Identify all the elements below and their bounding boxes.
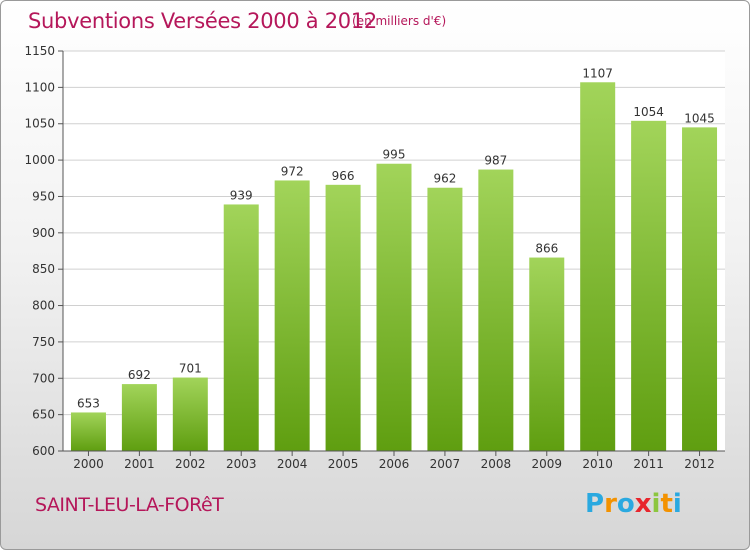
bar-2007: [427, 187, 463, 451]
proxiti-logo: Proxiti: [585, 489, 682, 519]
data-label: 966: [332, 169, 355, 183]
x-tick-label: 2001: [124, 457, 155, 471]
bar-2010: [580, 82, 616, 451]
logo-letter: t: [660, 489, 673, 519]
city-name: SAINT-LEU-LA-FORêT: [35, 494, 224, 516]
x-tick-label: 2007: [430, 457, 461, 471]
y-tick-label: 650: [32, 408, 55, 422]
logo-letter: x: [634, 489, 652, 519]
y-tick-label: 750: [32, 335, 55, 349]
x-tick-label: 2012: [684, 457, 715, 471]
y-tick-label: 950: [32, 189, 55, 203]
x-tick-label: 2010: [582, 457, 613, 471]
bar-2001: [121, 384, 157, 451]
x-tick-label: 2000: [73, 457, 104, 471]
data-label: 866: [535, 242, 558, 256]
data-label: 653: [77, 396, 100, 410]
data-label: 1045: [684, 111, 715, 125]
x-tick-label: 2008: [481, 457, 512, 471]
logo-letter: r: [604, 489, 617, 519]
logo-letter: i: [651, 489, 661, 519]
bar-2012: [682, 127, 718, 451]
data-label: 692: [128, 368, 151, 382]
x-tick-label: 2002: [175, 457, 206, 471]
bar-2009: [529, 257, 565, 451]
bar-2003: [223, 204, 259, 451]
x-tick-label: 2009: [531, 457, 562, 471]
chart-title: Subventions Versées 2000 à 2012: [28, 9, 377, 33]
bar-2011: [631, 120, 667, 452]
data-label: 962: [433, 172, 456, 186]
y-tick-label: 850: [32, 262, 55, 276]
y-tick-label: 1050: [24, 117, 55, 131]
data-label: 987: [484, 154, 507, 168]
bar-2005: [325, 184, 361, 451]
data-label: 701: [179, 362, 202, 376]
x-tick-label: 2003: [226, 457, 257, 471]
x-tick-label: 2006: [379, 457, 410, 471]
y-tick-label: 1100: [24, 80, 55, 94]
x-tick-label: 2011: [633, 457, 664, 471]
bar-2008: [478, 169, 514, 451]
bar-2002: [172, 377, 208, 451]
y-tick-label: 600: [32, 444, 55, 458]
bar-2000: [70, 412, 106, 451]
y-tick-label: 1150: [24, 44, 55, 58]
data-label: 1107: [582, 66, 613, 80]
x-tick-label: 2004: [277, 457, 308, 471]
logo-letter: P: [585, 489, 605, 519]
logo-letter: o: [616, 489, 635, 519]
y-tick-label: 1000: [24, 153, 55, 167]
x-tick-label: 2005: [328, 457, 359, 471]
unit-label: (en milliers d'€): [352, 14, 447, 28]
y-tick-label: 700: [32, 371, 55, 385]
data-label: 1054: [633, 105, 664, 119]
y-tick-label: 900: [32, 226, 55, 240]
bar-2006: [376, 163, 412, 451]
data-label: 995: [383, 148, 406, 162]
bar-2004: [274, 180, 310, 452]
y-tick-label: 800: [32, 299, 55, 313]
data-label: 939: [230, 188, 253, 202]
data-label: 972: [281, 164, 304, 178]
logo-letter: i: [672, 489, 682, 519]
